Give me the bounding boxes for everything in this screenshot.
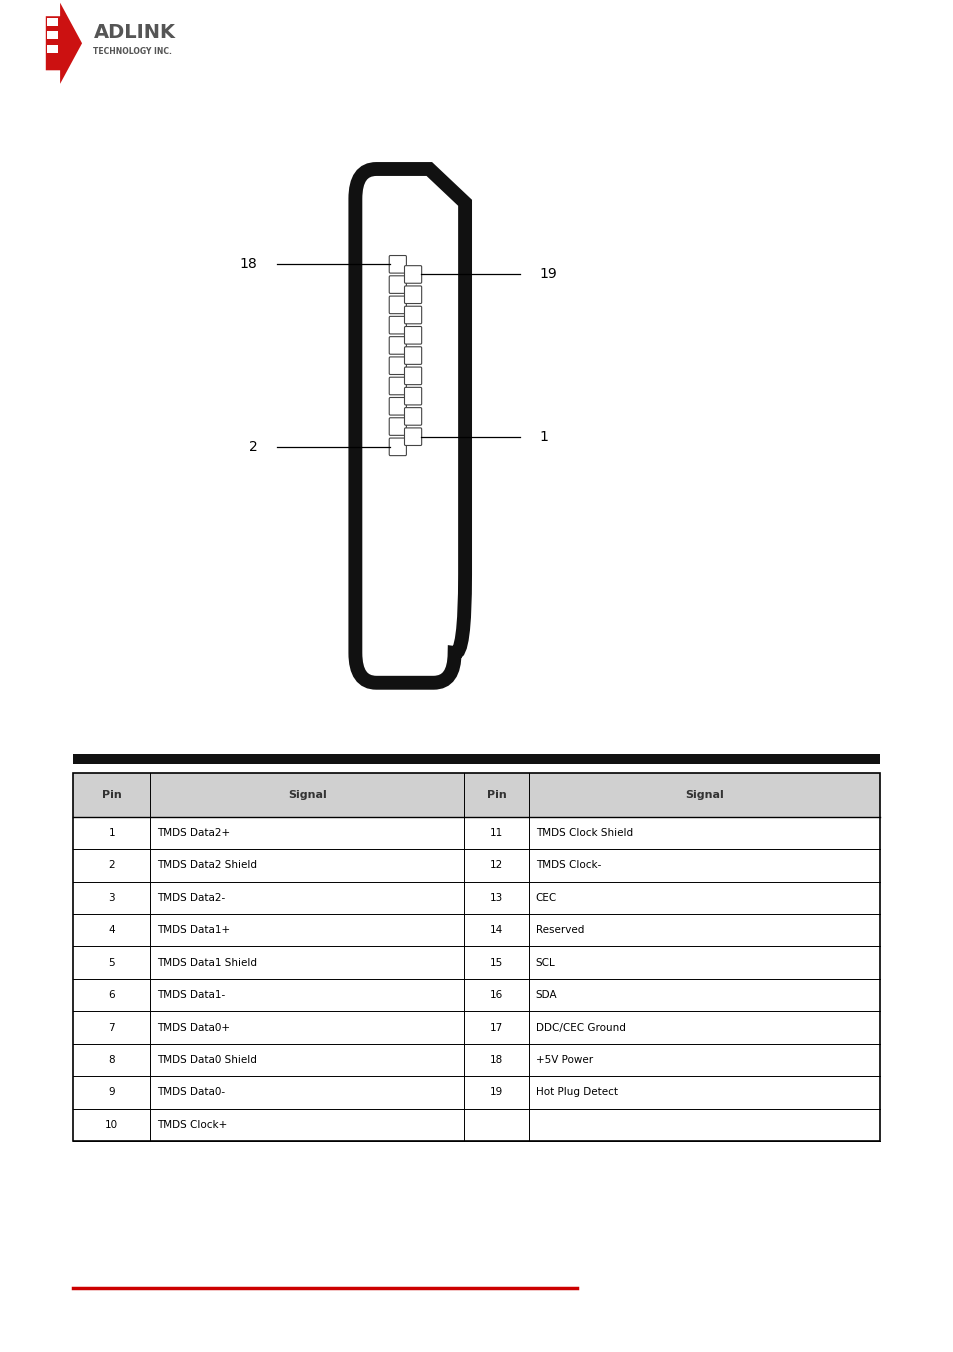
Bar (73, 817, 879, 849)
Text: TMDS Data1+: TMDS Data1+ (156, 925, 230, 936)
Text: 19: 19 (490, 1087, 503, 1098)
FancyBboxPatch shape (389, 276, 406, 293)
Bar (73, 1011, 879, 1044)
FancyBboxPatch shape (404, 407, 421, 425)
Text: 18: 18 (239, 257, 257, 272)
Text: Reserved: Reserved (535, 925, 583, 936)
Text: 15: 15 (490, 957, 503, 968)
Text: 1: 1 (109, 827, 115, 838)
Text: +5V Power: +5V Power (535, 1055, 592, 1065)
Bar (73, 1109, 879, 1141)
Text: Pin: Pin (486, 790, 506, 800)
Text: Pin: Pin (102, 790, 121, 800)
FancyBboxPatch shape (404, 265, 421, 283)
Text: 2: 2 (249, 439, 257, 454)
Text: 13: 13 (490, 892, 503, 903)
FancyBboxPatch shape (404, 306, 421, 323)
Text: 18: 18 (490, 1055, 503, 1065)
Text: 19: 19 (538, 268, 557, 281)
Text: 1: 1 (538, 430, 547, 443)
Text: DDC/CEC Ground: DDC/CEC Ground (535, 1022, 625, 1033)
Text: SDA: SDA (535, 990, 557, 1000)
Text: TMDS Data1-: TMDS Data1- (156, 990, 225, 1000)
FancyBboxPatch shape (389, 256, 406, 273)
Text: TMDS Data2 Shield: TMDS Data2 Shield (156, 860, 256, 871)
Text: 10: 10 (105, 1119, 118, 1130)
FancyBboxPatch shape (404, 387, 421, 404)
Text: 7: 7 (109, 1022, 115, 1033)
Bar (73, 946, 879, 979)
Text: TMDS Data0-: TMDS Data0- (156, 1087, 225, 1098)
FancyBboxPatch shape (389, 337, 406, 354)
FancyBboxPatch shape (389, 377, 406, 395)
Bar (73, 754, 879, 764)
FancyBboxPatch shape (389, 438, 406, 456)
FancyBboxPatch shape (404, 346, 421, 364)
Text: Hot Plug Detect: Hot Plug Detect (535, 1087, 617, 1098)
Polygon shape (46, 3, 82, 84)
Text: Signal: Signal (288, 790, 326, 800)
Text: SCL: SCL (535, 957, 555, 968)
Text: TMDS Data0+: TMDS Data0+ (156, 1022, 230, 1033)
FancyBboxPatch shape (389, 296, 406, 314)
FancyBboxPatch shape (404, 285, 421, 303)
Text: TECHNOLOGY INC.: TECHNOLOGY INC. (93, 47, 172, 55)
Text: TMDS Data2+: TMDS Data2+ (156, 827, 230, 838)
Text: TMDS Clock+: TMDS Clock+ (156, 1119, 227, 1130)
Bar (73, 773, 879, 1141)
Bar (47, 31, 58, 39)
Text: 3: 3 (109, 892, 115, 903)
Text: 9: 9 (109, 1087, 115, 1098)
FancyBboxPatch shape (389, 418, 406, 435)
Text: TMDS Clock Shield: TMDS Clock Shield (535, 827, 632, 838)
Text: Signal: Signal (684, 790, 723, 800)
Bar (73, 1076, 879, 1109)
FancyBboxPatch shape (404, 326, 421, 343)
FancyBboxPatch shape (389, 397, 406, 415)
PathPatch shape (355, 169, 464, 683)
Bar (73, 849, 879, 882)
Text: 8: 8 (109, 1055, 115, 1065)
Bar (47, 45, 58, 53)
Bar (73, 882, 879, 914)
Text: 17: 17 (490, 1022, 503, 1033)
Text: 2: 2 (109, 860, 115, 871)
Text: 16: 16 (490, 990, 503, 1000)
Bar (73, 773, 879, 817)
Bar (73, 914, 879, 946)
Text: TMDS Data1 Shield: TMDS Data1 Shield (156, 957, 256, 968)
Text: CEC: CEC (535, 892, 557, 903)
Text: 11: 11 (490, 827, 503, 838)
Text: TMDS Data2-: TMDS Data2- (156, 892, 225, 903)
Text: 14: 14 (490, 925, 503, 936)
FancyBboxPatch shape (404, 427, 421, 445)
Bar (73, 1044, 879, 1076)
Text: ADLINK: ADLINK (93, 23, 175, 42)
Text: TMDS Data0 Shield: TMDS Data0 Shield (156, 1055, 256, 1065)
Bar (73, 979, 879, 1011)
FancyBboxPatch shape (389, 316, 406, 334)
FancyBboxPatch shape (389, 357, 406, 375)
FancyBboxPatch shape (404, 366, 421, 384)
Text: 4: 4 (109, 925, 115, 936)
Text: 5: 5 (109, 957, 115, 968)
Text: TMDS Clock-: TMDS Clock- (535, 860, 600, 871)
Text: 12: 12 (490, 860, 503, 871)
Text: 6: 6 (109, 990, 115, 1000)
Bar (47, 18, 58, 26)
